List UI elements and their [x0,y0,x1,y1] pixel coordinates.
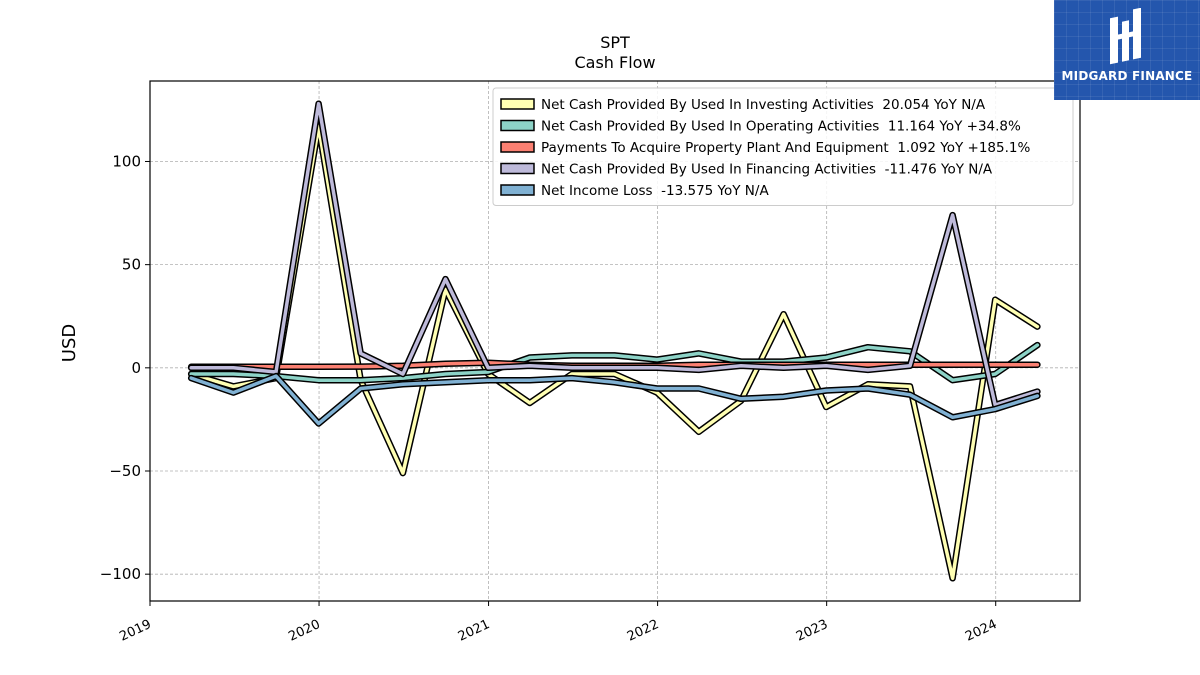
x-tick-label: 2021 [456,617,492,645]
legend-label-0: Net Cash Provided By Used In Investing A… [541,97,986,113]
x-tick-label: 2019 [117,617,153,645]
legend-box [492,87,1074,206]
series-line-0 [189,124,1040,581]
chart-title: SPT [600,33,630,52]
brand-name: MIDGARD FINANCE [1061,69,1193,83]
legend-label-1: Net Cash Provided By Used In Operating A… [541,119,1021,135]
y-tick-label: −50 [109,462,141,480]
y-tick-label: 0 [131,359,141,377]
legend-label-4: Net Income Loss -13.575 YoY N/A [541,183,769,199]
series-line-1 [189,343,1040,382]
legend-swatch-4 [500,184,535,196]
x-tick-label: 2024 [963,617,999,645]
legend-swatch-0 [500,98,535,110]
series-layer [187,100,1041,582]
y-tick-label: −100 [100,565,141,583]
x-tick-label: 2020 [286,617,322,645]
y-tick-label: 100 [112,152,141,170]
legend-swatch-2 [500,141,535,153]
legend-swatch-3 [500,162,535,175]
midgard-logo-icon [1110,8,1141,65]
series-line-4 [189,374,1040,426]
legend-label-2: Payments To Acquire Property Plant And E… [541,140,1030,156]
legend: Net Cash Provided By Used In Investing A… [492,87,1074,206]
axes: 2019 2020 2021 2022 2023 2024 −100 −50 0 50 100 [100,152,1000,644]
y-tick-label: 50 [122,256,141,274]
x-tick-label: 2023 [794,617,830,645]
y-axis-label: USD [59,324,80,362]
x-tick-label: 2022 [625,617,661,645]
series-line-3 [189,101,1040,407]
plot-frame [149,80,1081,602]
legend-label-3: Net Cash Provided By Used In Financing A… [541,162,993,178]
legend-swatch-1 [500,119,535,132]
chart-subtitle: Cash Flow [574,53,655,72]
midgard-finance-logo: MIDGARD FINANCE [1054,0,1200,100]
